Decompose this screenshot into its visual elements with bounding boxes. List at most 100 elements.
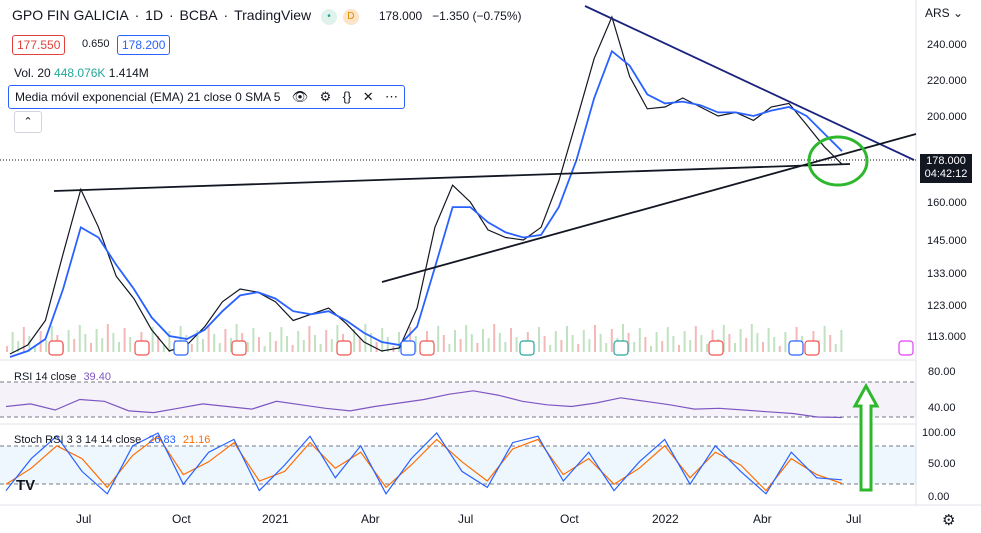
event-marker xyxy=(788,340,804,356)
price-tick-label: 123.000 xyxy=(927,300,967,312)
volume-bar xyxy=(678,345,680,352)
last-price-tag: 178.000 04:42:12 xyxy=(920,154,972,183)
volume-bar xyxy=(465,325,468,352)
resistance-trendline xyxy=(584,5,915,161)
ema-line xyxy=(9,49,843,358)
time-label: Jul xyxy=(76,512,92,526)
volume-bar xyxy=(291,345,294,352)
event-marker xyxy=(400,340,416,356)
volume-ma: 1.414M xyxy=(108,66,149,80)
volume-bar xyxy=(308,326,311,352)
volume-bar xyxy=(319,344,322,352)
volume-bar xyxy=(280,327,283,352)
rsi-legend[interactable]: RSI 14 close 39.40 xyxy=(14,371,111,383)
spread-value: 0.650 xyxy=(82,38,110,50)
volume-bar xyxy=(823,326,826,352)
volume-bar xyxy=(515,337,518,352)
volume-bar xyxy=(358,338,361,352)
volume-bar xyxy=(78,325,81,352)
volume-bar xyxy=(745,338,748,352)
event-marker xyxy=(419,340,435,356)
volume-bar xyxy=(118,342,120,352)
horizontal-trendline xyxy=(53,163,851,192)
volume-bar xyxy=(482,329,484,352)
collapse-legend-button[interactable]: ⌃ xyxy=(14,111,42,133)
event-marker xyxy=(804,340,820,356)
volume-bar xyxy=(504,342,507,352)
volume-bar xyxy=(235,324,238,352)
exchange: BCBA xyxy=(179,7,218,23)
event-marker xyxy=(134,340,150,356)
volume-bar xyxy=(336,325,339,352)
volume-bar xyxy=(493,324,496,352)
delayed-data-badge[interactable]: D xyxy=(342,8,359,25)
volume-bar xyxy=(762,342,764,352)
stoch-axis-0: 0.00 xyxy=(928,491,950,503)
up-arrow-annotation xyxy=(852,382,880,492)
currency-selector[interactable]: ARS ⌄ xyxy=(925,6,964,20)
stoch-label: Stoch RSI 3 3 14 14 close xyxy=(14,434,142,446)
volume-bar xyxy=(437,326,440,352)
rsi-line xyxy=(5,390,843,419)
volume-bar xyxy=(123,328,126,352)
gear-icon[interactable]: ⚙ xyxy=(319,89,332,104)
time-label: Jul xyxy=(458,512,474,526)
close-icon[interactable]: ✕ xyxy=(362,89,374,104)
more-icon[interactable]: ⋯ xyxy=(384,89,398,104)
stoch-legend[interactable]: Stoch RSI 3 3 14 14 close 26.83 21.16 xyxy=(14,434,210,446)
time-label: Abr xyxy=(753,512,772,526)
volume-bar xyxy=(773,337,776,352)
volume-bar xyxy=(263,346,266,352)
stoch-k-line xyxy=(5,432,843,495)
ask-button[interactable]: 178.200 xyxy=(117,35,171,55)
stoch-k-value: 26.83 xyxy=(148,434,176,446)
volume-bar xyxy=(750,324,753,352)
countdown: 04:42:12 xyxy=(924,168,968,180)
volume-bar xyxy=(571,335,574,352)
eye-icon[interactable]: 👁 xyxy=(291,89,309,104)
volume-bar xyxy=(594,325,596,352)
volume-bar xyxy=(650,346,652,352)
interval[interactable]: 1D xyxy=(145,7,164,23)
market-status-icon[interactable]: • xyxy=(321,8,338,25)
volume-bar xyxy=(302,340,305,352)
volume-bar xyxy=(364,324,367,352)
volume-bar xyxy=(689,340,692,352)
volume-bar xyxy=(95,329,98,352)
volume-bar xyxy=(409,327,412,352)
event-marker xyxy=(519,340,535,356)
bid-button[interactable]: 177.550 xyxy=(12,35,66,55)
volume-bar xyxy=(168,331,171,352)
volume-bar xyxy=(638,328,641,352)
volume-bar xyxy=(795,327,798,352)
price-tick-label: 220.000 xyxy=(927,75,967,87)
tradingview-logo[interactable]: TV xyxy=(16,477,36,494)
symbol-header[interactable]: GPO FIN GALICIA · 1D · BCBA · TradingVie… xyxy=(12,7,522,25)
volume-legend[interactable]: Vol. 20 448.076K 1.414M xyxy=(14,66,149,80)
volume-bar xyxy=(543,336,546,352)
volume-bar xyxy=(157,336,160,352)
time-label: Oct xyxy=(172,512,191,526)
stoch-axis-50: 50.00 xyxy=(928,458,956,470)
volume-bar xyxy=(90,343,92,352)
volume-bar xyxy=(274,341,277,352)
volume-bar xyxy=(297,331,300,352)
volume-bar xyxy=(246,342,249,352)
chart-settings-gear-icon[interactable]: ⚙ xyxy=(942,512,956,529)
event-marker xyxy=(231,340,247,356)
price-tag-value: 178.000 xyxy=(926,155,966,167)
braces-icon[interactable]: {} xyxy=(342,89,352,104)
price-tick-label: 145.000 xyxy=(927,235,967,247)
volume-bar xyxy=(330,339,333,352)
volume-bar xyxy=(683,331,686,352)
event-marker xyxy=(48,340,64,356)
volume-bar xyxy=(627,333,630,352)
price-tick-label: 240.000 xyxy=(927,39,967,51)
volume-bar xyxy=(230,338,232,352)
ema-indicator-legend[interactable]: Media móvil exponencial (EMA) 21 close 0… xyxy=(8,85,405,109)
volume-bar xyxy=(73,339,76,352)
volume-bar xyxy=(448,344,451,352)
rsi-label: RSI 14 close xyxy=(14,371,77,383)
symbol-name[interactable]: GPO FIN GALICIA xyxy=(12,7,129,23)
